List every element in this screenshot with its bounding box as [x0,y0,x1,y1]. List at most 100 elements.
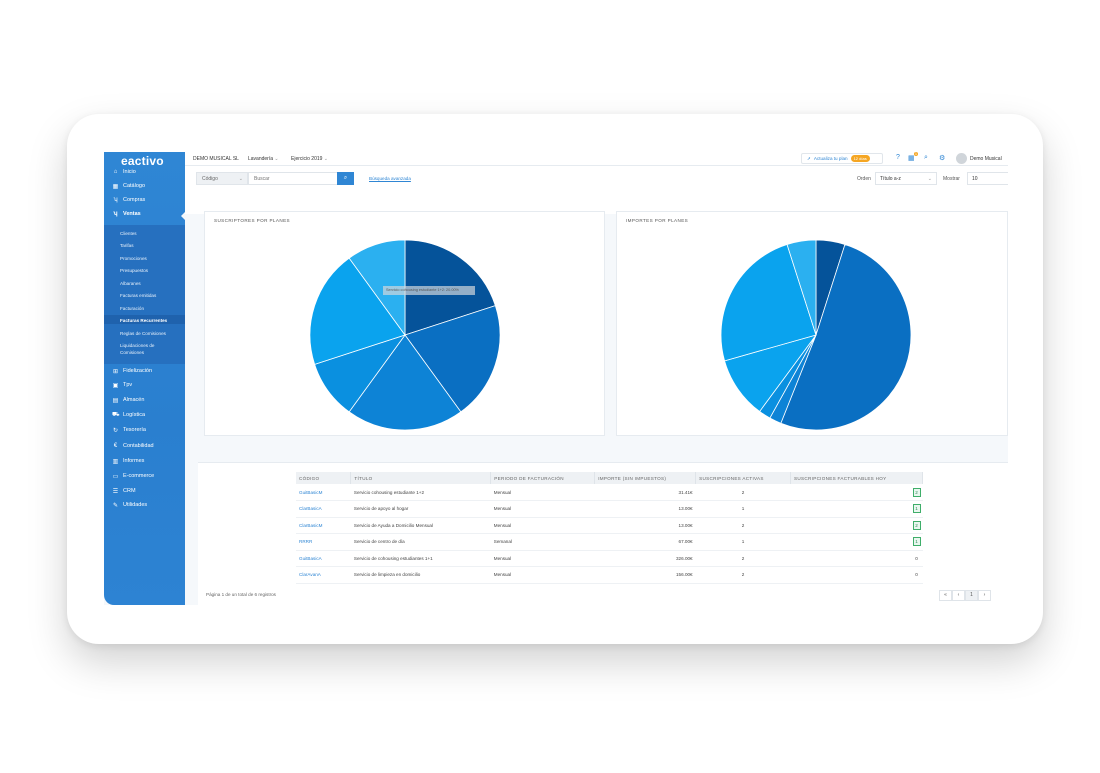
pie-slice[interactable] [348,334,462,431]
cell-active: 2 [695,566,791,584]
cell-billable-today: 0 [790,566,923,584]
sidebar-item-tesoreria[interactable]: ↻ Tesorería [104,423,185,437]
sidebar-item-catalogo[interactable]: ▦ Catálogo [104,179,185,193]
pie-chart-subscribers[interactable] [205,212,606,437]
submenu-item-liquidaciones[interactable]: Liquidaciones de [120,343,155,348]
submenu-item-promociones[interactable]: Promociones [120,256,147,261]
cell-code[interactable]: ClarBasicA [296,500,351,518]
cell-billable-today: 0 [790,550,923,567]
sidebar-item-utilidades[interactable]: ✎ Utilidades [104,498,185,512]
col-header-facturables[interactable]: SUSCRIPCIONES FACTURABLES HOY [790,472,923,484]
table-row[interactable]: ClarBasicA Servicio de apoyo al hogar Mens… [296,500,923,518]
pie-slice[interactable] [720,244,817,362]
col-header-activas[interactable]: SUSCRIPCIONES ACTIVAS [695,472,792,484]
header-label: SUSCRIPCIONES FACTURABLES HOY [794,475,887,481]
sidebar-item-logistica[interactable]: ⛟ Logística [104,408,185,422]
year-selector[interactable]: Ejercicio 2019 ⌄ [291,156,328,162]
col-header-importe[interactable]: IMPORTE (SIN IMPUESTOS) [594,472,697,484]
prev-page-button[interactable]: ‹ [952,590,965,601]
pagination-summary: Página 1 de un total de 6 registros [206,592,276,597]
search-field-select[interactable]: Código ⌄ [196,172,248,185]
user-name[interactable]: Demo Musical [970,156,1002,162]
table-row[interactable]: RRRR Servicio de centro de día Semanal 67.0… [296,533,923,551]
pie-chart-amounts[interactable] [617,212,1008,437]
sidebar-item-fidelizacion[interactable]: ⊞ Fidelización [104,364,185,378]
submenu-item-facturacion[interactable]: Facturación [120,306,145,311]
sidebar-item-label: CRM [123,488,136,494]
cell-code[interactable]: GuitBasicM [296,484,351,501]
first-page-button[interactable]: « [939,590,952,601]
billable-badge[interactable]: 1 [912,504,921,514]
submenu-item-facturas-recurrentes[interactable]: Facturas Recurrentes [120,318,168,323]
show-count-input[interactable]: 10 [967,172,1008,185]
sidebar-item-label: Informes [123,458,145,464]
help-icon[interactable]: ? [896,154,900,161]
pie-slice[interactable] [309,257,406,365]
col-header-periodo[interactable]: PERIODO DE FACTURACIÓN [490,472,596,484]
billable-badge[interactable]: 1 [912,537,921,547]
pie-slice[interactable] [780,244,912,431]
plans-table-card: CÓDIGO TÍTULO PERIODO DE FACTURACIÓN IMP… [198,462,1008,605]
section-selector[interactable]: Lavandería ⌄ [248,156,279,162]
upgrade-plan-button[interactable]: ➚ Actualiza tu plan 12 días [801,153,883,164]
cell-title: Servicio de apoyo al hogar [350,500,491,518]
pie-slice[interactable] [786,239,817,336]
euro-icon: € [113,443,118,449]
submenu-item-reglas-comisiones[interactable]: Reglas de Comisiones [120,331,166,336]
sidebar-item-label: Catálogo [123,183,146,189]
advanced-search-link[interactable]: Búsqueda avanzada [369,176,411,181]
billable-count: 0 [915,572,918,578]
header-label: CÓDIGO [299,475,320,481]
app-logo[interactable]: eactivo [121,154,185,168]
sidebar-item-ventas[interactable]: ʮ Ventas [104,207,185,221]
sidebar-item-crm[interactable]: ☰ CRM [104,484,185,498]
cell-code[interactable]: RRRR [296,533,351,551]
sidebar-item-contabilidad[interactable]: € Contabilidad [104,439,185,453]
gear-icon[interactable]: ⚙ [939,155,946,162]
sidebar-item-almacen[interactable]: ▤ Almacén [104,393,185,407]
submenu-item-clientes[interactable]: Clientes [120,231,137,236]
cell-code[interactable]: ClarAvanA [296,566,351,584]
table-row[interactable]: GuitBasicA Servicio de cohousing estudian… [296,550,923,567]
sidebar-item-tpv[interactable]: ▣ Tpv [104,378,185,392]
billable-badge[interactable]: 2 [912,487,921,497]
cell-billable-today: 2 [790,484,923,501]
submenu-active-bg [104,315,185,324]
submenu-item-presupuestos[interactable]: Presupuestos [120,268,149,273]
submenu-item-albaranes[interactable]: Albaranes [120,281,141,286]
sidebar-item-inicio[interactable]: ⌂ Inicio [104,165,185,179]
page-1-button[interactable]: 1 [965,590,978,601]
search-button[interactable]: ⌕ [337,172,354,185]
pie-slice[interactable] [348,239,406,337]
table-row[interactable]: ClarBasicM Servicio de Ayuda a Domicilio … [296,517,923,534]
search-icon[interactable]: ⌕ [924,154,928,161]
sidebar-item-ecommerce[interactable]: ▭ E-commerce [104,469,185,483]
cell-code[interactable]: GuitBasicA [296,550,351,567]
next-page-button[interactable]: › [978,590,991,601]
cell-code[interactable]: ClarBasicM [296,517,351,534]
company-name[interactable]: DEMO MUSICAL SL [193,156,239,162]
calendar-icon[interactable]: ▦ [908,155,915,162]
show-label: Mostrar [943,176,960,182]
submenu-item-liquidaciones-2[interactable]: Comisiones [120,350,144,355]
cell-amount: 13.00€ [594,517,696,534]
col-header-titulo[interactable]: TÍTULO [350,472,492,484]
sidebar-item-compras[interactable]: ʮ Compras [104,193,185,207]
pos-icon: ▣ [112,382,119,389]
order-select[interactable]: Título a-z ⌄ [875,172,937,185]
header-label: SUSCRIPCIONES ACTIVAS [699,475,764,481]
submenu-item-tarifas[interactable]: Tarifas [120,243,134,248]
cell-active: 2 [695,550,791,567]
year-label: Ejercicio 2019 [291,156,323,162]
search-input[interactable] [248,172,338,185]
avatar[interactable] [956,153,967,164]
sidebar-item-informes[interactable]: ▥ Informes [104,454,185,468]
table-row[interactable]: ClarAvanA Servicio de limpieza en domicil… [296,566,923,584]
submenu-item-facturas-emitidas[interactable]: Facturas emitidas [120,293,157,298]
crm-icon: ☰ [112,488,119,495]
pie-slice[interactable] [404,305,501,413]
table-row[interactable]: GuitBasicM Servicio cohousing estudiante … [296,484,923,501]
billable-badge[interactable]: 2 [912,520,921,530]
col-header-codigo[interactable]: CÓDIGO [296,472,352,484]
cell-title: Servicio cohousing estudiante 1+2 [350,484,491,501]
